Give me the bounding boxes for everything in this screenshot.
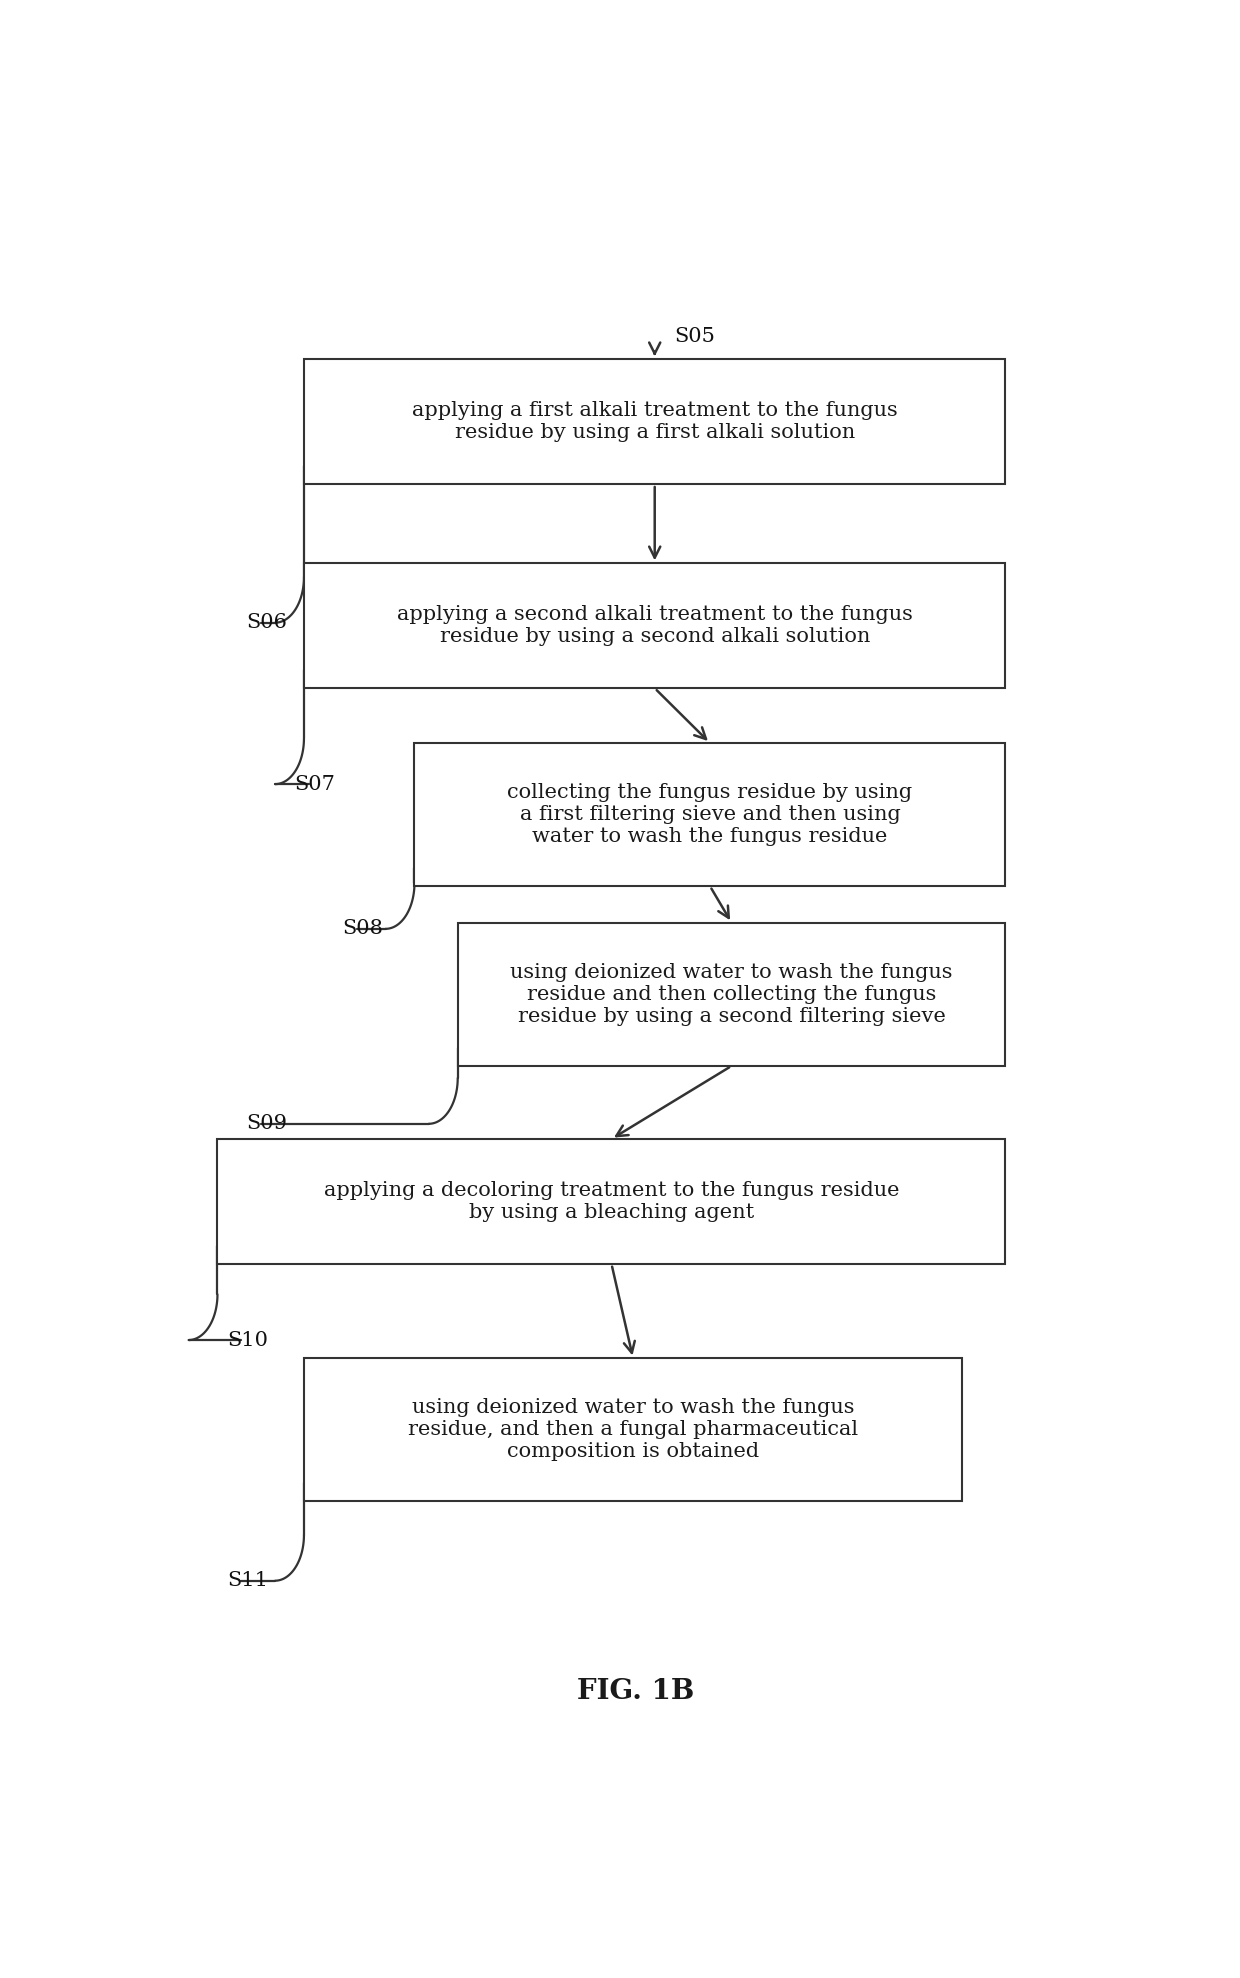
- FancyBboxPatch shape: [304, 564, 1006, 688]
- Text: applying a first alkali treatment to the fungus
residue by using a first alkali : applying a first alkali treatment to the…: [412, 402, 898, 443]
- FancyBboxPatch shape: [458, 922, 1006, 1066]
- Text: S11: S11: [227, 1571, 268, 1590]
- Text: S08: S08: [342, 920, 383, 938]
- Text: using deionized water to wash the fungus
residue and then collecting the fungus
: using deionized water to wash the fungus…: [511, 963, 952, 1027]
- FancyBboxPatch shape: [304, 360, 1006, 485]
- Text: S10: S10: [227, 1331, 268, 1349]
- Text: FIG. 1B: FIG. 1B: [577, 1679, 694, 1705]
- FancyBboxPatch shape: [304, 1359, 962, 1501]
- Text: S06: S06: [247, 613, 288, 633]
- Text: S07: S07: [294, 775, 335, 793]
- Text: collecting the fungus residue by using
a first filtering sieve and then using
wa: collecting the fungus residue by using a…: [507, 783, 913, 847]
- Text: S09: S09: [247, 1114, 288, 1133]
- Text: applying a second alkali treatment to the fungus
residue by using a second alkal: applying a second alkali treatment to th…: [397, 605, 913, 647]
- FancyBboxPatch shape: [414, 744, 1006, 886]
- Text: applying a decoloring treatment to the fungus residue
by using a bleaching agent: applying a decoloring treatment to the f…: [324, 1181, 899, 1222]
- Text: using deionized water to wash the fungus
residue, and then a fungal pharmaceutic: using deionized water to wash the fungus…: [408, 1398, 858, 1462]
- Text: S05: S05: [675, 326, 714, 346]
- FancyBboxPatch shape: [217, 1139, 1006, 1264]
